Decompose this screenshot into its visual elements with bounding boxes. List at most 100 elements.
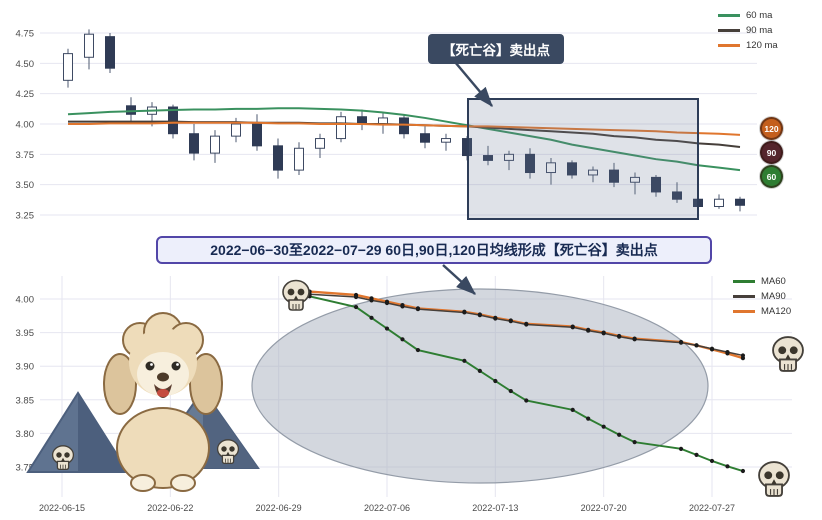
- data-point-marker: [354, 295, 358, 299]
- candle-body: [253, 124, 262, 146]
- badge-label: 120: [764, 124, 778, 134]
- data-point-marker: [400, 337, 404, 341]
- x-axis-tick-label: 2022-06-15: [39, 503, 85, 513]
- data-point-marker: [354, 305, 358, 309]
- legend-item-90ma: 90 ma: [718, 25, 778, 36]
- data-point-marker: [509, 319, 513, 323]
- legend-label: 120 ma: [746, 40, 778, 51]
- candle-body: [211, 136, 220, 153]
- legend-item-ma90: MA90: [733, 291, 791, 302]
- death-valley-ellipse: [252, 289, 708, 483]
- y-axis-tick-label: 3.75: [16, 150, 35, 161]
- legend-item-120ma: 120 ma: [718, 40, 778, 51]
- x-axis-tick-label: 2022-06-22: [147, 503, 193, 513]
- y-axis-tick-label: 4.50: [16, 59, 35, 70]
- data-point-marker: [493, 316, 497, 320]
- data-point-marker: [400, 304, 404, 308]
- data-point-marker: [633, 440, 637, 444]
- y-axis-tick-label: 4.00: [16, 119, 35, 130]
- candle-body: [106, 37, 115, 69]
- legend-line-swatch: [733, 295, 755, 298]
- data-point-marker: [478, 369, 482, 373]
- candle-body: [127, 106, 136, 114]
- badge-label: 90: [767, 148, 776, 158]
- ma90-badge: 90: [760, 141, 783, 164]
- candle-body: [358, 117, 367, 124]
- data-point-marker: [493, 379, 497, 383]
- ma120-badge: 120: [760, 117, 783, 140]
- y-axis-tick-label: 3.25: [16, 210, 35, 221]
- data-point-marker: [725, 350, 729, 354]
- death-valley-annotation: 【死亡谷】卖出点: [428, 34, 564, 64]
- legend-label: MA60: [761, 276, 786, 287]
- candle-body: [64, 54, 73, 81]
- data-point-marker: [571, 408, 575, 412]
- y-axis-tick-label: 3.80: [16, 429, 35, 440]
- data-point-marker: [694, 343, 698, 347]
- data-point-marker: [524, 322, 528, 326]
- skull-icon: [759, 462, 789, 496]
- data-point-marker: [679, 447, 683, 451]
- candle-body: [337, 117, 346, 139]
- data-point-marker: [679, 341, 683, 345]
- data-point-marker: [385, 301, 389, 305]
- data-point-marker: [633, 337, 637, 341]
- data-point-marker: [617, 433, 621, 437]
- data-point-marker: [509, 389, 513, 393]
- top-chart-legend: 60 ma 90 ma 120 ma: [718, 10, 778, 51]
- data-point-marker: [385, 326, 389, 330]
- death-valley-highlight-box: [468, 99, 698, 219]
- data-point-marker: [478, 313, 482, 317]
- candle-body: [190, 134, 199, 153]
- data-point-marker: [710, 347, 714, 351]
- data-point-marker: [741, 469, 745, 473]
- y-axis-tick-label: 3.50: [16, 180, 35, 191]
- x-axis-tick-label: 2022-06-29: [256, 503, 302, 513]
- legend-line-swatch: [718, 44, 740, 47]
- bottom-chart-legend: MA60 MA90 MA120: [733, 276, 791, 317]
- data-point-marker: [710, 459, 714, 463]
- legend-item-60ma: 60 ma: [718, 10, 778, 21]
- data-point-marker: [462, 359, 466, 363]
- y-axis-tick-label: 4.00: [16, 295, 35, 306]
- data-point-marker: [462, 310, 466, 314]
- candle-body: [85, 34, 94, 57]
- legend-line-swatch: [733, 310, 755, 313]
- x-axis-tick-label: 2022-07-06: [364, 503, 410, 513]
- legend-label: MA120: [761, 306, 791, 317]
- dog-illustration: [104, 313, 222, 491]
- legend-line-swatch: [718, 14, 740, 17]
- data-point-marker: [586, 417, 590, 421]
- legend-item-ma120: MA120: [733, 306, 791, 317]
- y-axis-tick-label: 4.75: [16, 29, 35, 40]
- death-valley-banner: 2022−06−30至2022−07−29 60日,90日,120日均线形成【死…: [156, 236, 712, 264]
- ma60-badge: 60: [760, 165, 783, 188]
- figure-canvas: 4.754.504.254.003.753.503.25 4.003.953.9…: [0, 0, 822, 520]
- data-point-marker: [571, 325, 575, 329]
- data-point-marker: [602, 331, 606, 335]
- data-point-marker: [725, 464, 729, 468]
- legend-line-swatch: [718, 29, 740, 32]
- x-axis-tick-label: 2022-07-20: [581, 503, 627, 513]
- candle-body: [400, 118, 409, 134]
- candle-body: [421, 134, 430, 142]
- x-axis-tick-label: 2022-07-27: [689, 503, 735, 513]
- legend-item-ma60: MA60: [733, 276, 791, 287]
- data-point-marker: [694, 453, 698, 457]
- candle-body: [295, 148, 304, 170]
- legend-label: 60 ma: [746, 10, 772, 21]
- legend-line-swatch: [733, 280, 755, 283]
- legend-label: 90 ma: [746, 25, 772, 36]
- badge-label: 60: [767, 172, 776, 182]
- legend-label: MA90: [761, 291, 786, 302]
- data-point-marker: [416, 307, 420, 311]
- data-point-marker: [369, 316, 373, 320]
- candle-body: [715, 199, 724, 206]
- data-point-marker: [369, 298, 373, 302]
- candle-body: [442, 139, 451, 143]
- y-axis-tick-label: 3.90: [16, 362, 35, 373]
- data-point-marker: [416, 348, 420, 352]
- candle-body: [316, 139, 325, 149]
- data-point-marker: [602, 425, 606, 429]
- y-axis-tick-label: 3.95: [16, 328, 35, 339]
